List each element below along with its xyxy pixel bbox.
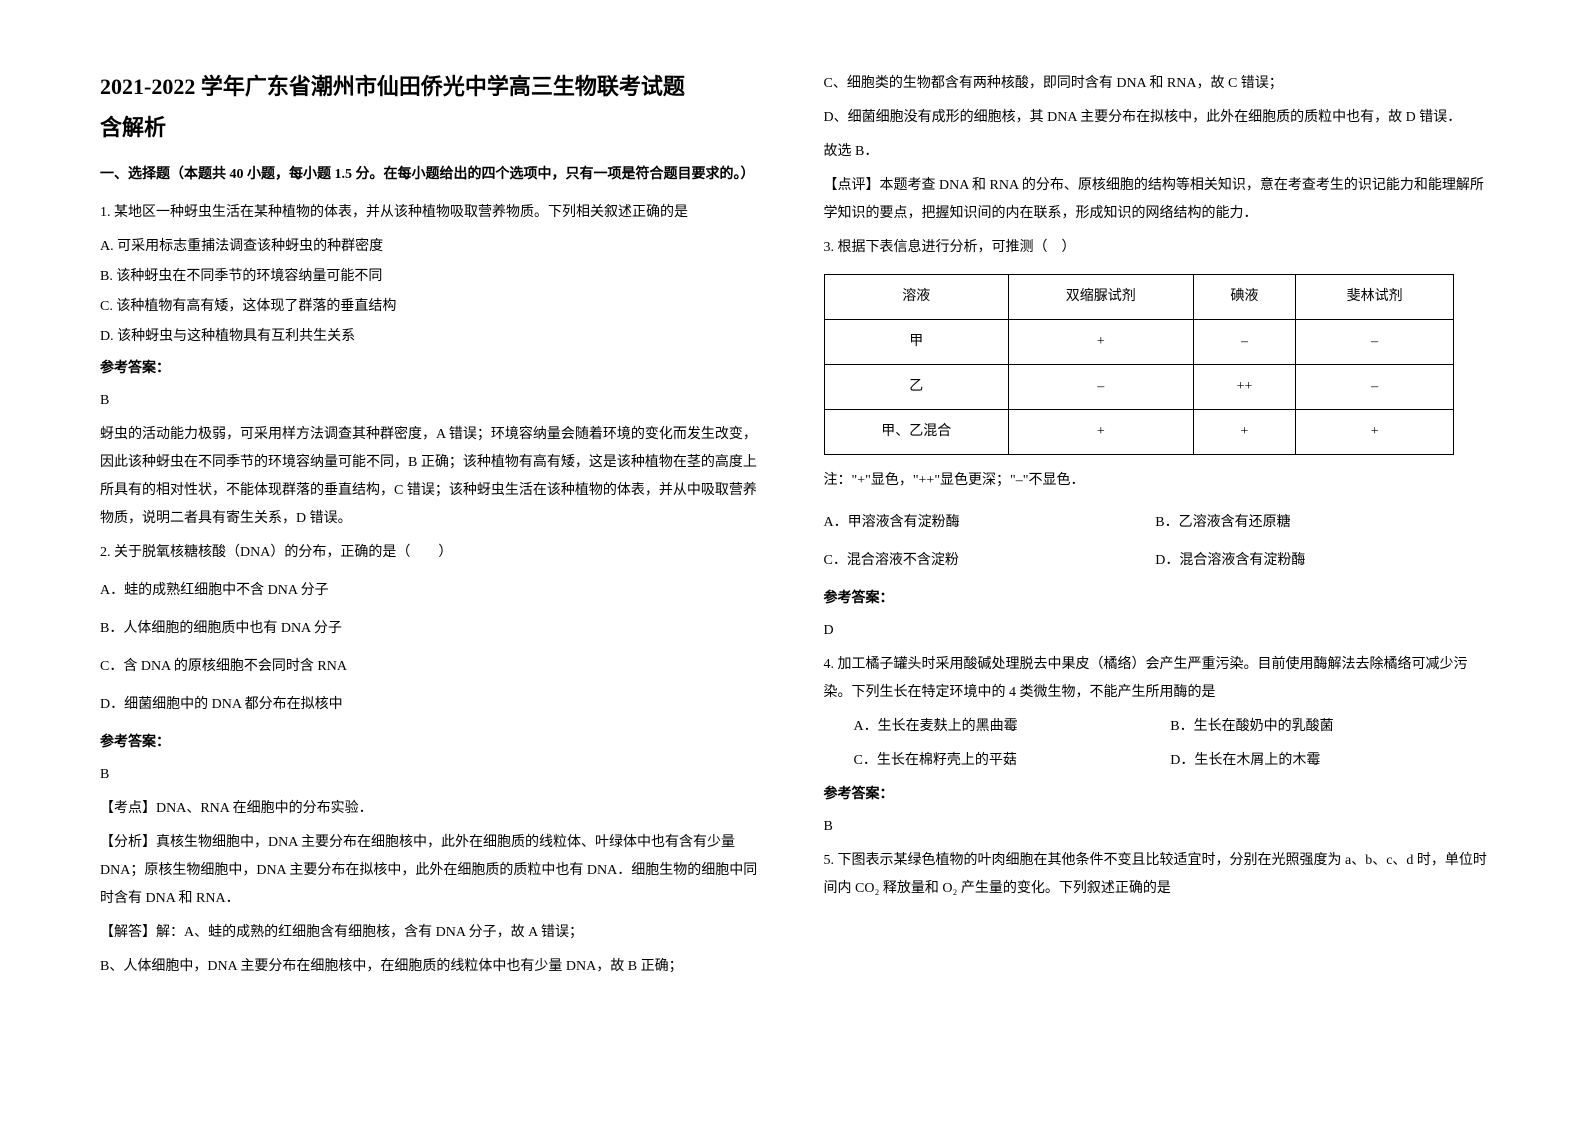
q2-solve-b: B、人体细胞中，DNA 主要分布在细胞核中，在细胞质的线粒体中也有少量 DNA，… <box>100 953 764 981</box>
table-header: 碘液 <box>1193 275 1296 320</box>
q4-stem: 4. 加工橘子罐头时采用酸碱处理脱去中果皮（橘络）会产生严重污染。目前使用酶解法… <box>824 651 1488 707</box>
q2-answer-label: 参考答案： <box>100 729 764 757</box>
table-cell: + <box>1296 410 1453 455</box>
q2-comment: 【点评】本题考查 DNA 和 RNA 的分布、原核细胞的结构等相关知识，意在考查… <box>824 172 1488 228</box>
q3-option-a: A．甲溶液含有淀粉酶 <box>824 509 1156 537</box>
q3-stem: 3. 根据下表信息进行分析，可推测（ ） <box>824 234 1488 262</box>
table-header: 双缩脲试剂 <box>1009 275 1194 320</box>
table-header-row: 溶液 双缩脲试剂 碘液 斐林试剂 <box>824 275 1453 320</box>
table-cell: – <box>1296 365 1453 410</box>
section-header: 一、选择题（本题共 40 小题，每小题 1.5 分。在每小题给出的四个选项中，只… <box>100 162 764 187</box>
q4-option-a: A．生长在麦麸上的黑曲霉 <box>854 713 1171 741</box>
q4-option-b: B．生长在酸奶中的乳酸菌 <box>1170 713 1487 741</box>
q1-answer-label: 参考答案： <box>100 355 764 383</box>
q5-stem: 5. 下图表示某绿色植物的叶肉细胞在其他条件不变且比较适宜时，分别在光照强度为 … <box>824 847 1488 903</box>
q4-option-d: D．生长在木屑上的木霉 <box>1170 747 1487 775</box>
q1-answer: B <box>100 387 764 415</box>
table-header: 斐林试剂 <box>1296 275 1453 320</box>
q2-analysis: 【分析】真核生物细胞中，DNA 主要分布在细胞核中，此外在细胞质的线粒体、叶绿体… <box>100 829 764 913</box>
q2-solve-d: D、细菌细胞没有成形的细胞核，其 DNA 主要分布在拟核中，此外在细胞质的质粒中… <box>824 104 1488 132</box>
q4-answer: B <box>824 813 1488 841</box>
q3-table-note: 注："+"显色，"++"显色更深；"–"不显色． <box>824 467 1488 495</box>
q1-option-b: B. 该种蚜虫在不同季节的环境容纳量可能不同 <box>100 263 764 291</box>
left-column: 2021-2022 学年广东省潮州市仙田侨光中学高三生物联考试题 含解析 一、选… <box>100 70 764 1052</box>
table-row: 甲 + – – <box>824 320 1453 365</box>
table-cell: + <box>1009 410 1194 455</box>
q3-answer: D <box>824 617 1488 645</box>
table-row: 乙 – ++ – <box>824 365 1453 410</box>
q3-table: 溶液 双缩脲试剂 碘液 斐林试剂 甲 + – – 乙 – ++ – 甲、乙混合 … <box>824 274 1454 455</box>
q2-answer: B <box>100 761 764 789</box>
q3-option-b: B．乙溶液含有还原糖 <box>1155 509 1487 537</box>
q2-conclusion: 故选 B． <box>824 138 1488 166</box>
table-cell: + <box>1193 410 1296 455</box>
q3-answer-label: 参考答案： <box>824 585 1488 613</box>
q4-option-c: C．生长在棉籽壳上的平菇 <box>854 747 1171 775</box>
q3-option-d: D．混合溶液含有淀粉酶 <box>1155 547 1487 575</box>
q3-option-c: C．混合溶液不含淀粉 <box>824 547 1156 575</box>
q1-option-a: A. 可采用标志重捕法调查该种蚜虫的种群密度 <box>100 233 764 261</box>
right-column: C、细胞类的生物都含有两种核酸，即同时含有 DNA 和 RNA，故 C 错误； … <box>824 70 1488 1052</box>
table-cell: ++ <box>1193 365 1296 410</box>
document-subtitle: 含解析 <box>100 111 764 144</box>
q1-option-c: C. 该种植物有高有矮，这体现了群落的垂直结构 <box>100 293 764 321</box>
q2-topic: 【考点】DNA、RNA 在细胞中的分布实验． <box>100 795 764 823</box>
q2-solve-c: C、细胞类的生物都含有两种核酸，即同时含有 DNA 和 RNA，故 C 错误； <box>824 70 1488 98</box>
q2-option-b: B．人体细胞的细胞质中也有 DNA 分子 <box>100 615 764 643</box>
table-cell: 甲、乙混合 <box>824 410 1009 455</box>
q1-explanation: 蚜虫的活动能力极弱，可采用样方法调查其种群密度，A 错误；环境容纳量会随着环境的… <box>100 421 764 533</box>
table-cell: – <box>1193 320 1296 365</box>
table-cell: – <box>1009 365 1194 410</box>
q2-option-d: D．细菌细胞中的 DNA 都分布在拟核中 <box>100 691 764 719</box>
document-title: 2021-2022 学年广东省潮州市仙田侨光中学高三生物联考试题 <box>100 70 764 103</box>
q2-solve-a: 【解答】解：A、蛙的成熟的红细胞含有细胞核，含有 DNA 分子，故 A 错误； <box>100 919 764 947</box>
table-cell: 乙 <box>824 365 1009 410</box>
q2-option-c: C．含 DNA 的原核细胞不会同时含 RNA <box>100 653 764 681</box>
q2-stem: 2. 关于脱氧核糖核酸（DNA）的分布，正确的是（ ） <box>100 539 764 567</box>
table-cell: – <box>1296 320 1453 365</box>
table-cell: + <box>1009 320 1194 365</box>
table-header: 溶液 <box>824 275 1009 320</box>
q4-answer-label: 参考答案： <box>824 781 1488 809</box>
q2-option-a: A．蛙的成熟红细胞中不含 DNA 分子 <box>100 577 764 605</box>
table-row: 甲、乙混合 + + + <box>824 410 1453 455</box>
table-cell: 甲 <box>824 320 1009 365</box>
q1-option-d: D. 该种蚜虫与这种植物具有互利共生关系 <box>100 323 764 351</box>
q1-stem: 1. 某地区一种蚜虫生活在某种植物的体表，并从该种植物吸取营养物质。下列相关叙述… <box>100 199 764 227</box>
